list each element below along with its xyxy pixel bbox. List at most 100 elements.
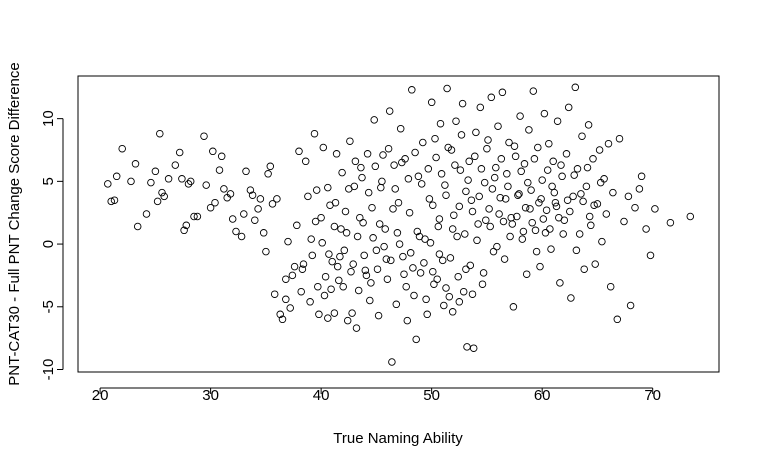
data-point: [426, 239, 435, 247]
data-point: [387, 256, 395, 265]
data-point: [127, 177, 135, 186]
data-point: [232, 227, 240, 236]
data-point: [369, 234, 377, 242]
data-point: [410, 291, 418, 300]
x-tick-label: 50: [423, 387, 440, 404]
data-point: [517, 167, 525, 176]
x-tick-label: 20: [92, 387, 109, 404]
data-point: [381, 225, 389, 233]
data-point: [446, 254, 455, 262]
data-point: [370, 116, 378, 124]
data-point: [443, 84, 451, 93]
data-point: [567, 294, 575, 302]
data-point: [347, 267, 355, 276]
data-point: [379, 151, 387, 159]
data-point: [270, 290, 279, 298]
data-point: [389, 205, 397, 213]
data-point: [112, 172, 121, 181]
data-point: [504, 182, 512, 191]
data-point: [151, 167, 160, 176]
data-point: [312, 186, 321, 194]
data-point: [390, 161, 398, 169]
data-point: [311, 217, 320, 226]
data-point: [501, 195, 510, 203]
data-point: [613, 315, 622, 324]
data-point: [380, 242, 388, 251]
data-point: [373, 265, 382, 273]
data-point: [469, 344, 478, 352]
data-point: [626, 301, 635, 310]
data-point: [562, 150, 571, 158]
data-point: [589, 155, 597, 163]
data-point: [304, 192, 312, 201]
data-point: [440, 301, 448, 310]
x-tick-label: 60: [534, 387, 551, 404]
data-point: [384, 144, 393, 153]
data-point: [556, 279, 564, 287]
data-point: [180, 226, 188, 235]
data-point: [532, 247, 541, 256]
data-point: [433, 275, 441, 283]
data-point: [360, 251, 368, 260]
data-point: [160, 192, 168, 201]
y-tick-label: -10: [40, 359, 57, 381]
data-point: [391, 185, 399, 193]
data-point: [463, 343, 471, 351]
data-point: [337, 225, 345, 233]
data-point: [473, 236, 481, 245]
data-point: [571, 83, 580, 92]
data-point: [301, 157, 310, 166]
data-point: [354, 286, 363, 295]
data-point: [536, 262, 544, 271]
data-point: [349, 260, 357, 268]
data-point: [514, 191, 522, 199]
data-point: [596, 178, 605, 187]
data-point: [549, 157, 557, 166]
data-point: [550, 188, 559, 197]
data-point: [558, 172, 566, 181]
data-point: [595, 146, 604, 154]
data-point: [496, 193, 504, 202]
data-point: [374, 311, 383, 320]
data-point: [400, 270, 408, 278]
data-point: [564, 103, 573, 112]
data-point: [209, 147, 217, 156]
data-point: [615, 134, 624, 143]
data-point: [475, 192, 483, 201]
data-point: [498, 88, 507, 97]
data-point: [552, 202, 561, 211]
data-point: [525, 126, 533, 134]
data-point: [324, 183, 332, 192]
data-point: [164, 175, 173, 183]
data-point: [317, 213, 325, 222]
data-point: [534, 143, 542, 152]
data-point: [330, 309, 339, 317]
data-point: [371, 162, 380, 171]
data-point: [237, 232, 246, 241]
data-point: [413, 227, 422, 236]
data-point: [268, 200, 277, 208]
data-point: [290, 262, 299, 271]
data-point: [364, 188, 373, 197]
data-point: [522, 270, 531, 278]
data-point: [420, 259, 428, 267]
data-point: [540, 109, 549, 118]
data-point: [642, 225, 650, 233]
data-point: [489, 247, 498, 256]
data-point: [450, 211, 458, 219]
data-point: [367, 279, 375, 287]
data-point: [346, 137, 354, 145]
data-point: [620, 217, 628, 226]
data-point: [383, 275, 392, 283]
data-point: [468, 207, 477, 216]
data-point: [427, 98, 436, 107]
data-point: [579, 197, 587, 206]
data-point: [585, 212, 594, 221]
y-axis-label: PNT-CAT30 - Full PNT Change Score Differ…: [6, 62, 23, 385]
data-point: [423, 310, 431, 319]
data-point: [402, 282, 410, 291]
data-point: [464, 176, 472, 184]
data-point: [538, 176, 546, 184]
data-point: [356, 213, 364, 222]
